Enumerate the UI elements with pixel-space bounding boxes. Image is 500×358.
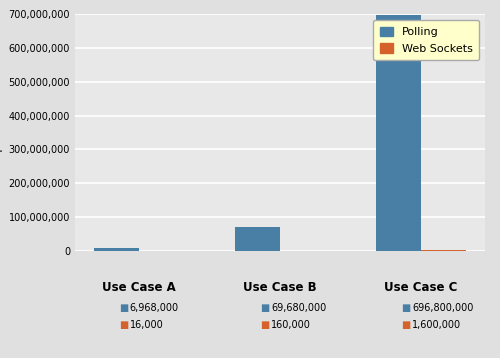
Text: 16,000: 16,000	[130, 320, 164, 330]
Text: ■: ■	[119, 320, 128, 330]
Bar	[376, 15, 421, 251]
Text: 160,000: 160,000	[271, 320, 311, 330]
Bar	[235, 227, 280, 251]
Text: ■: ■	[260, 303, 269, 313]
Text: ■: ■	[119, 303, 128, 313]
Text: ■: ■	[401, 320, 410, 330]
Text: ■: ■	[401, 303, 410, 313]
Y-axis label: Bits per second: Bits per second	[0, 90, 3, 175]
Text: 1,600,000: 1,600,000	[412, 320, 462, 330]
Text: 6,968,000: 6,968,000	[130, 303, 179, 313]
Text: 696,800,000: 696,800,000	[412, 303, 474, 313]
Text: Use Case C: Use Case C	[384, 281, 458, 294]
Text: 69,680,000: 69,680,000	[271, 303, 326, 313]
Text: Use Case A: Use Case A	[102, 281, 176, 294]
Bar	[421, 250, 467, 251]
Text: Use Case B: Use Case B	[243, 281, 317, 294]
Bar	[94, 248, 139, 251]
Text: ■: ■	[260, 320, 269, 330]
Legend: Polling, Web Sockets: Polling, Web Sockets	[373, 20, 480, 60]
